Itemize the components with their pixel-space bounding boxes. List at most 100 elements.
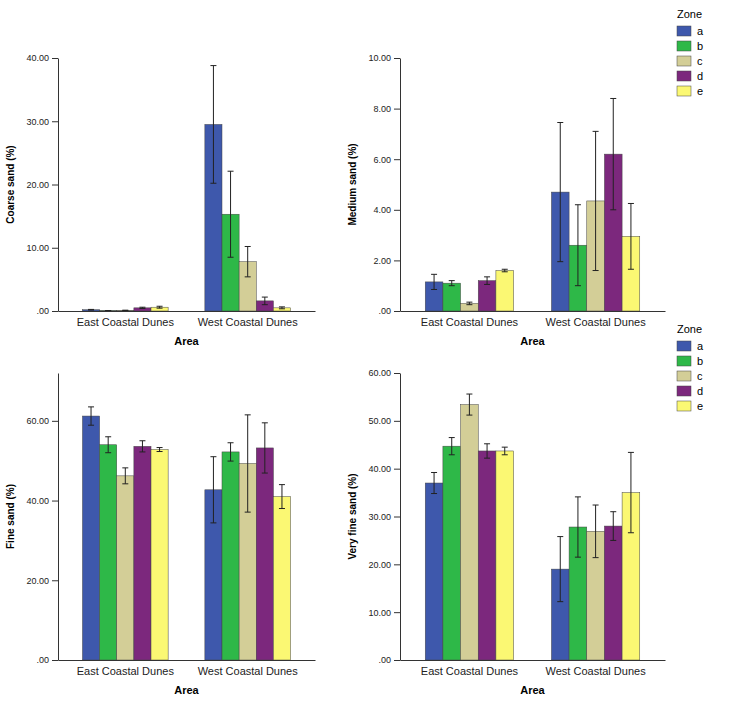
y-tick: .00 [36, 655, 58, 665]
y-axis-title: Fine sand (%) [5, 484, 16, 549]
legend-label: d [697, 70, 703, 82]
figure: .0010.0020.0030.0040.00East Coastal Dune… [0, 0, 737, 723]
error-bar [502, 269, 508, 272]
y-tick-mark [52, 185, 58, 186]
panel: .0010.0020.0030.0040.0050.0060.00East Co… [347, 323, 704, 696]
x-tick-label: West Coastal Dunes [198, 316, 299, 328]
y-tick-mark [52, 311, 58, 312]
error-line [264, 423, 265, 473]
error-cap [88, 310, 94, 311]
error-line [434, 274, 435, 289]
legend-label: c [697, 55, 703, 67]
y-axis-line [58, 59, 59, 312]
x-tick: East Coastal Dunes [77, 660, 175, 677]
error-bar [139, 441, 145, 452]
error-cap [157, 451, 163, 452]
error-cap [449, 437, 455, 438]
error-cap [279, 508, 285, 509]
y-tick: 40.00 [26, 53, 58, 63]
error-cap [105, 310, 111, 311]
error-line [451, 281, 452, 286]
error-cap [262, 297, 268, 298]
error-line [281, 485, 282, 509]
y-tick-label: 30.00 [368, 512, 391, 522]
error-cap [431, 493, 437, 494]
error-cap [431, 472, 437, 473]
error-line [577, 497, 578, 557]
x-tick: West Coastal Dunes [198, 660, 299, 677]
y-tick-mark [52, 121, 58, 122]
y-tick-mark [52, 421, 58, 422]
error-cap [105, 452, 111, 453]
error-cap [245, 414, 251, 415]
error-bar [122, 468, 128, 484]
error-cap [122, 467, 128, 468]
bar [134, 446, 151, 660]
y-tick-mark [52, 660, 58, 661]
error-cap [262, 304, 268, 305]
error-cap [139, 308, 145, 309]
error-cap [502, 269, 508, 270]
y-axis: .0020.0040.0060.00 [26, 374, 58, 666]
y-tick-label: 4.00 [373, 205, 391, 215]
error-bar [557, 123, 563, 262]
error-cap [122, 483, 128, 484]
error-cap [139, 451, 145, 452]
error-bar [228, 443, 234, 461]
error-line [577, 205, 578, 286]
bar [256, 448, 273, 660]
y-tick-label: .00 [378, 306, 391, 316]
error-line [125, 468, 126, 484]
y-tick-label: 2.00 [373, 256, 391, 266]
y-tick-label: 50.00 [368, 416, 391, 426]
bar [461, 303, 479, 311]
y-axis-line [58, 374, 59, 661]
error-cap [210, 522, 216, 523]
x-tick-label: East Coastal Dunes [77, 316, 175, 328]
error-bar [484, 444, 490, 458]
y-axis-title: Very fine sand (%) [347, 473, 358, 559]
y-tick: 10.00 [26, 243, 58, 253]
error-cap [557, 261, 563, 262]
error-cap [575, 204, 581, 205]
error-line [487, 444, 488, 458]
error-cap [88, 406, 94, 407]
error-cap [449, 280, 455, 281]
bar [478, 281, 496, 311]
x-axis-title: Area [174, 684, 199, 696]
legend-swatch [677, 41, 691, 51]
x-tick-label: East Coastal Dunes [421, 665, 519, 677]
plot-area [425, 394, 640, 660]
error-bar [610, 98, 616, 209]
plot-area [82, 66, 290, 311]
error-cap [593, 131, 599, 132]
error-line [469, 394, 470, 415]
y-tick-mark [394, 311, 400, 312]
x-tick: East Coastal Dunes [421, 311, 519, 328]
error-bar [593, 131, 599, 270]
bar [273, 497, 290, 660]
legend-swatch [677, 26, 691, 36]
error-cap [610, 98, 616, 99]
error-cap [228, 171, 234, 172]
error-cap [88, 425, 94, 426]
error-bar [466, 302, 472, 305]
y-tick: 2.00 [373, 256, 400, 266]
bar [496, 451, 514, 660]
y-tick: 30.00 [368, 512, 400, 522]
error-cap [628, 269, 634, 270]
error-line [630, 203, 631, 269]
error-line [613, 98, 614, 209]
bar [151, 450, 168, 660]
y-tick-label: .00 [36, 655, 49, 665]
y-tick-mark [52, 580, 58, 581]
y-tick: 40.00 [26, 496, 58, 506]
error-cap [431, 274, 437, 275]
error-cap [262, 473, 268, 474]
error-bar [262, 423, 268, 473]
bar [273, 308, 290, 311]
error-bar [262, 297, 268, 305]
error-bar [431, 472, 437, 493]
error-bar [105, 310, 111, 311]
bar [134, 308, 151, 311]
